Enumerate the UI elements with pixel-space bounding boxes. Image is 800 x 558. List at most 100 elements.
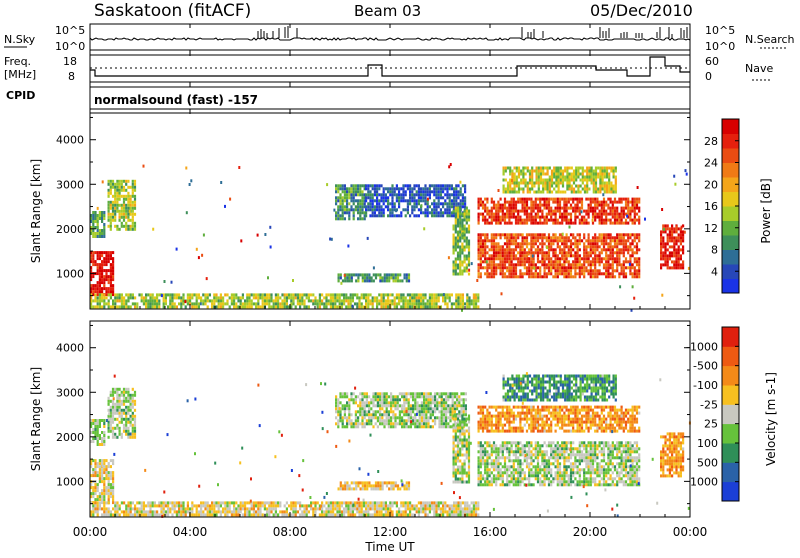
heatmap-cell [402, 504, 404, 507]
heatmap-cell [359, 214, 361, 217]
heatmap-cell [538, 191, 540, 194]
heatmap-cell [310, 507, 312, 510]
heatmap-cell [564, 176, 566, 179]
heatmap-cell [614, 260, 616, 263]
heatmap-cell [361, 398, 363, 401]
heatmap-cell [132, 406, 134, 409]
heatmap-cell [349, 279, 351, 282]
heatmap-cell [143, 504, 145, 507]
heatmap-cell [533, 204, 535, 207]
heatmap-cell [605, 254, 607, 257]
heatmap-cell [334, 513, 336, 516]
heatmap-cell [541, 245, 543, 248]
heatmap-cell [570, 198, 572, 201]
heatmap-cell [449, 202, 451, 205]
heatmap-cell [301, 296, 303, 299]
heatmap-cell [539, 207, 541, 210]
heatmap-cell [275, 507, 277, 510]
heatmap-cell [506, 233, 508, 236]
heatmap-cell [134, 415, 136, 418]
heatmap-cell [380, 211, 382, 214]
heatmap-cell [185, 507, 187, 510]
heatmap-cell [526, 219, 528, 222]
heatmap-cell [602, 173, 604, 176]
heatmap-cell [446, 196, 448, 199]
heatmap-cell [594, 251, 596, 254]
heatmap-cell [284, 293, 286, 296]
heatmap-cell [623, 263, 625, 266]
heatmap-cell [528, 198, 530, 201]
heatmap-cell [582, 188, 584, 191]
heatmap-cell [502, 266, 504, 269]
heatmap-cell [418, 501, 420, 504]
heatmap-cell [460, 202, 462, 205]
heatmap-cell [92, 229, 94, 232]
heatmap-cell [345, 504, 347, 507]
heatmap-cell [97, 419, 99, 422]
heatmap-cell [460, 193, 462, 196]
heatmap-cell [627, 204, 629, 207]
heatmap-cell [616, 248, 618, 251]
heatmap-cell [466, 210, 468, 213]
heatmap-cell [364, 273, 366, 276]
heatmap-cell [612, 222, 614, 225]
heatmap-cell [358, 504, 360, 507]
heatmap-cell [675, 248, 677, 251]
heatmap-cell [257, 293, 259, 296]
heatmap-cell [522, 245, 524, 248]
heatmap-cell [591, 176, 593, 179]
heatmap-cell [629, 201, 631, 204]
heatmap-cell [513, 257, 515, 260]
heatmap-cell [97, 305, 99, 308]
heatmap-cell [549, 182, 551, 185]
heatmap-cell [237, 507, 239, 510]
heatmap-cell [627, 210, 629, 213]
heatmap-cell [200, 501, 202, 504]
heatmap-cell [346, 190, 348, 193]
heatmap-cell [374, 208, 376, 211]
heatmap-cell [108, 495, 110, 498]
heatmap-cell [405, 507, 407, 510]
heatmap-cell [461, 273, 463, 276]
heatmap-cell [616, 239, 618, 242]
heatmap-cell [453, 234, 455, 237]
heatmap-cell [491, 216, 493, 219]
heatmap-cell [446, 305, 448, 308]
heatmap-cell [97, 263, 99, 266]
heatmap-cell [141, 299, 143, 302]
heatmap-cell [108, 204, 110, 207]
heatmap-cell [361, 401, 363, 404]
heatmap-cell [457, 507, 459, 510]
heatmap-cell [383, 193, 385, 196]
heatmap-cell [508, 216, 510, 219]
heatmap-cell [383, 305, 385, 308]
heatmap-cell [544, 179, 546, 182]
heatmap-cell [361, 208, 363, 211]
heatmap-cell [119, 394, 121, 397]
heatmap-cell [555, 263, 557, 266]
heatmap-cell [424, 211, 426, 214]
heatmap-cell [497, 210, 499, 213]
heatmap-cell [538, 179, 540, 182]
heatmap-cell [355, 184, 357, 187]
heatmap-cell [357, 276, 359, 279]
heatmap-cell [350, 199, 352, 202]
heatmap-cell [566, 210, 568, 213]
heatmap-cell [442, 296, 444, 299]
heatmap-cell [112, 299, 114, 302]
heatmap-cell [171, 513, 173, 516]
heatmap-cell [353, 190, 355, 193]
heatmap-cell [681, 226, 683, 229]
heatmap-cell [588, 173, 590, 176]
heatmap-cell [114, 504, 116, 507]
heatmap-cell [321, 293, 323, 296]
heatmap-cell [242, 305, 244, 308]
heatmap-cell [468, 252, 470, 255]
heatmap-cell [348, 410, 350, 413]
heatmap-cell [444, 302, 446, 305]
heatmap-cell [235, 507, 237, 510]
heatmap-cell [103, 226, 105, 229]
heatmap-cell [669, 227, 671, 230]
station-title: Saskatoon (fitACF) [94, 1, 251, 21]
